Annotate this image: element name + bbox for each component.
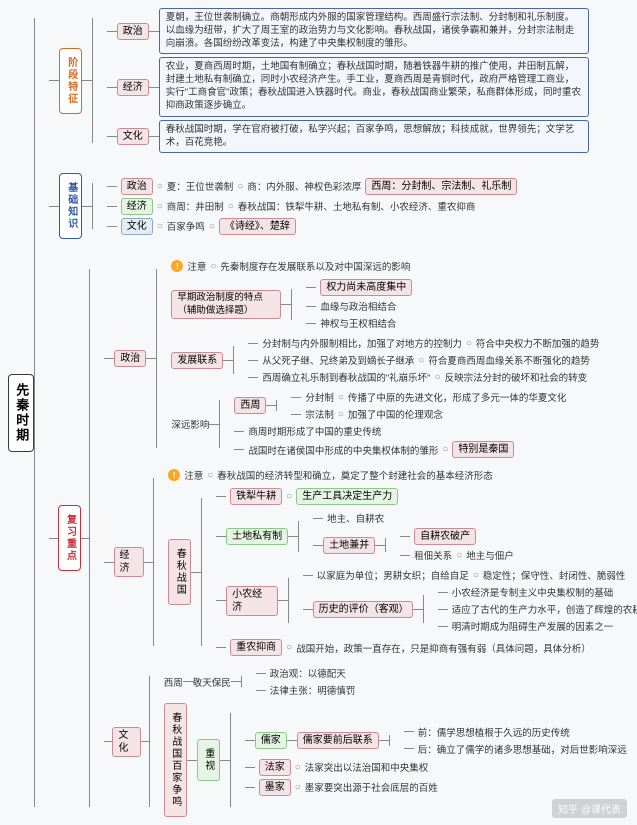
note-icon: ! — [168, 469, 180, 481]
dev-1l: 从父死子继、兄终弟及到嫡长子继承 — [262, 353, 414, 367]
note-icon: ! — [171, 260, 183, 272]
basic-politics-1: 商：内外服、神权色彩浓厚 — [247, 179, 361, 193]
ru-label: 儒家 — [255, 732, 287, 749]
fa-label: 法家 — [259, 759, 291, 776]
basic-economy-0: 商周：井田制 — [167, 199, 224, 213]
focus-economy-label: 经济 — [114, 547, 144, 577]
econ-2-1k: 历史的评价（客观） — [313, 601, 413, 618]
politics-note-text: 先秦制度存在发展联系以及对中国深远的影响 — [220, 259, 410, 273]
deep-xz-label: 西周 — [234, 397, 266, 414]
focus-culture-label: 文化 — [112, 727, 140, 757]
deep-zhan-tag: 特别是秦国 — [452, 441, 514, 458]
ru-1: 后：确立了儒学的诸多思想基础，对后世影响深远 — [418, 742, 627, 756]
econ-1-1-0: 自耕农破产 — [414, 528, 476, 545]
deep-xz-1k: 宗法制 — [305, 407, 334, 421]
econ-2k: 小农经济 — [226, 586, 278, 616]
early-0: 权力尚未高度集中 — [320, 279, 412, 296]
basic-economy-1: 春秋战国：铁犁牛耕、土地私有制、小农经济、重农抑商 — [238, 199, 476, 213]
section-focus: 复习重点 政治 ! 注意 ○ 先秦制度存在发展联系以及对中国深远的影响 — [49, 259, 637, 817]
econ-1-1k: 土地兼并 — [323, 537, 375, 554]
econ-2-1-1: 适应了古代的生产力水平，创造了辉煌的农耕文明 — [452, 602, 637, 616]
economy-note-text: 春秋战国的经济转型和确立，奠定了整个封建社会的基本经济形态 — [217, 468, 493, 482]
section-stage: 阶段特征 政治 夏朝，王位世袭制确立。商朝形成内外服的国家管理结构。西周盛行宗法… — [49, 8, 637, 153]
econ-0k: 铁犁牛耕 — [230, 488, 282, 505]
politics-note-label: 注意 — [187, 259, 206, 273]
basic-politics-2: 西周：分封制、宗法制、礼乐制 — [365, 178, 517, 195]
mindmap-root: 先秦时期 阶段特征 政治 夏朝，王位世袭制确立。商朝形成内外服的国家管理结构。西… — [8, 8, 629, 817]
politics-early-label: 早期政治制度的特点（辅助做选择题） — [171, 290, 281, 319]
deep-xz-0k: 分封制 — [305, 390, 334, 404]
mo-label: 墨家 — [259, 779, 291, 796]
econ-2-1-0: 小农经济是专制主义中央集权制的基础 — [452, 585, 614, 599]
early-1: 血缘与政治相结合 — [320, 299, 396, 313]
economy-note-label: 注意 — [184, 468, 203, 482]
politics-deep-label: 深远影响 — [171, 417, 209, 431]
stage-economy-text: 农业，夏商西周时期，土地国有制确立；春秋战国时期，随着铁器牛耕的推广使用，井田制… — [159, 57, 589, 116]
fa-v: 法家突出以法治国和中央集权 — [305, 760, 429, 774]
economy-cqzg-label: 春秋战国 — [168, 539, 191, 605]
focus-culture: 文化 西周 敬天保民 政治观：以德配天 法律主张：明德慎罚 — [104, 666, 637, 817]
econ-2-0r: 稳定性；保守性、封闭性、脆弱性 — [483, 568, 626, 582]
econ-3k: 重农抑商 — [230, 639, 282, 656]
politics-dev-label: 发展联系 — [171, 352, 223, 369]
ru-k: 儒家要前后联系 — [297, 732, 379, 749]
early-2: 神权与王权相结合 — [320, 316, 396, 330]
dev-2l: 西周确立礼乐制到春秋战国的"礼崩乐坏" — [262, 370, 430, 384]
econ-3v: 战国开始，政策一直存在，只是抑商有强有弱（具体问题，具体分析） — [296, 641, 591, 655]
section-basic: 基础知识 政治 ○夏：王位世袭制 ○商：内外服、神权色彩浓厚 西周：分封制、宗法… — [49, 173, 637, 239]
deep-xz-1v: 加强了中国的伦理观念 — [348, 407, 443, 421]
mo-v: 墨家要突出源于社会底层的百姓 — [305, 780, 438, 794]
focus-politics: 政治 ! 注意 ○ 先秦制度存在发展联系以及对中国深远的影响 早期政治制度的特点… — [104, 259, 637, 458]
deep-xz-0v: 传播了中原的先进文化，形成了多元一体的华夏文化 — [348, 390, 567, 404]
culture-xz-1: 法律主张：明德慎罚 — [270, 683, 356, 697]
dev-0l: 分封制与内外服制相比，加强了对地方的控制力 — [262, 336, 462, 350]
root-node: 先秦时期 — [8, 374, 34, 452]
culture-xz-k: 敬天保民 — [193, 675, 231, 689]
dev-2r: 反映宗法分封的破坏和社会的转变 — [445, 370, 588, 384]
basic-politics-0: 夏：王位世袭制 — [167, 179, 234, 193]
stage-culture-label: 文化 — [117, 128, 149, 145]
ru-0: 前：儒学思想植根于久远的历史传统 — [418, 725, 570, 739]
econ-2-1-2: 明清时期成为阻碍生产发展的因素之一 — [452, 619, 614, 633]
econ-1-1-1: 租佃关系 — [414, 548, 452, 562]
watermark: 知乎 @课代表 — [552, 799, 627, 818]
stage-politics-label: 政治 — [117, 23, 149, 40]
deep-shang: 商周时期形成了中国的重史传统 — [248, 424, 381, 438]
culture-xz-0: 政治观：以德配天 — [270, 666, 346, 680]
dev-0r: 符合中央权力不断加强的趋势 — [476, 336, 600, 350]
stage-economy-label: 经济 — [117, 79, 149, 96]
econ-1-1-2: 地主与佃户 — [466, 548, 514, 562]
basic-node: 基础知识 — [59, 173, 82, 239]
focus-politics-label: 政治 — [114, 350, 146, 367]
culture-cqzg-label: 春秋战国百家争鸣 — [164, 703, 187, 817]
deep-zhan-t: 战国时在诸侯国中形成的中央集权体制的雏形 — [248, 443, 438, 457]
culture-xz-label: 西周 — [164, 675, 183, 689]
basic-culture-label: 文化 — [121, 218, 153, 235]
basic-culture-1: 《诗经》、楚辞 — [219, 218, 296, 235]
dev-1r: 符合夏商西周血缘关系不断强化的趋势 — [428, 353, 590, 367]
focus-economy: 经济 ! 注意 ○ 春秋战国的经济转型和确立，奠定了整个封建社会的基本经济形态 … — [104, 468, 637, 656]
econ-1-0: 地主、自耕农 — [327, 511, 384, 525]
econ-0v: 生产工具决定生产力 — [296, 488, 398, 505]
focus-node: 复习重点 — [58, 505, 81, 571]
basic-economy-label: 经济 — [121, 198, 153, 215]
basic-culture-0: 百家争鸣 — [167, 219, 205, 233]
basic-politics-label: 政治 — [121, 178, 153, 195]
stage-node: 阶段特征 — [59, 48, 82, 114]
stage-culture-text: 春秋战国时期，学在官府被打破，私学兴起；百家争鸣，思想解放；科技成就，世界领先；… — [159, 120, 589, 154]
culture-cqzg-k: 重视 — [197, 739, 220, 781]
stage-politics-text: 夏朝，王位世袭制确立。商朝形成内外服的国家管理结构。西周盛行宗法制、分封制和礼乐… — [159, 8, 589, 54]
econ-1k: 土地私有制 — [226, 528, 288, 545]
econ-2-0t: 以家庭为单位；男耕女织；自给自足 — [317, 568, 469, 582]
